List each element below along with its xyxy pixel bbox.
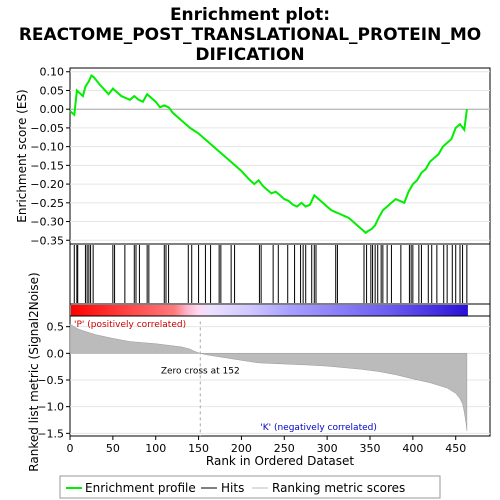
metric-ytick-label: −1.0 [37, 401, 64, 414]
hits-group [73, 245, 468, 303]
metric-ytick-label: −1.5 [37, 427, 64, 440]
hits-panel-frame [69, 243, 491, 305]
metric-y-axis-label: Ranked list metric (Signal2Noise) [27, 272, 41, 471]
legend-label-enrichment: Enrichment profile [85, 481, 196, 495]
es-ytick-label: −0.30 [30, 216, 64, 229]
es-ytick-label: −0.05 [30, 122, 64, 135]
x-tick-label: 150 [188, 442, 209, 455]
es-ytick-label: −0.10 [30, 141, 64, 154]
x-tick-label: 350 [360, 442, 381, 455]
es-ytick-label: 0.00 [40, 103, 65, 116]
legend-box [59, 475, 441, 499]
x-tick-label: 0 [67, 442, 74, 455]
x-tick-label: 100 [145, 442, 166, 455]
legend-label-hits: Hits [221, 481, 244, 495]
x-axis: 0 50 100 150 200 250 300 350 400 450 [67, 436, 466, 455]
x-tick-label: 300 [317, 442, 338, 455]
zero-cross-label: Zero cross at 152 [161, 367, 240, 377]
x-tick-label: 450 [445, 442, 466, 455]
es-curve-group [69, 73, 468, 235]
metric-area-group [69, 323, 468, 431]
es-curve [69, 73, 468, 235]
chart-title-line3: DIFICATION [195, 45, 304, 65]
metric-y-axis: 0.5 0.0 −0.5 −1.0 −1.5 [37, 321, 70, 440]
positive-correlated-label: 'P' (positively correlated) [74, 320, 186, 330]
legend-label-metric: Ranking metric scores [272, 481, 405, 495]
chart-title-line1: Enrichment plot: [170, 5, 330, 25]
x-axis-label: Rank in Ordered Dataset [206, 454, 354, 468]
metric-area [69, 323, 468, 431]
metric-ytick-label: 0.0 [47, 347, 65, 360]
x-tick-label: 400 [402, 442, 423, 455]
es-ytick-label: 0.05 [40, 84, 65, 97]
es-gridlines [70, 71, 490, 241]
x-tick-label: 200 [231, 442, 252, 455]
metric-ytick-label: 0.5 [47, 321, 65, 334]
es-ytick-label: −0.15 [30, 159, 64, 172]
metric-ytick-label: −0.5 [37, 374, 64, 387]
heatmap-band [71, 305, 468, 316]
es-panel-frame [69, 67, 491, 245]
es-ytick-label: −0.25 [30, 197, 64, 210]
es-ytick-label: 0.10 [40, 66, 65, 79]
es-ytick-label: −0.35 [30, 234, 64, 247]
x-tick-label: 250 [274, 442, 295, 455]
negative-correlated-label: 'K' (negatively correlated) [260, 423, 377, 433]
es-ytick-label: −0.20 [30, 178, 64, 191]
es-y-axis: 0.10 0.05 0.00 −0.05 −0.10 −0.15 −0.20 −0.25 −0.… [30, 66, 70, 247]
es-y-axis-label: Enrichment score (ES) [15, 89, 29, 222]
x-tick-label: 50 [106, 442, 120, 455]
chart-title-line2: REACTOME_POST_TRANSLATIONAL_PROTEIN_MO [19, 25, 481, 45]
